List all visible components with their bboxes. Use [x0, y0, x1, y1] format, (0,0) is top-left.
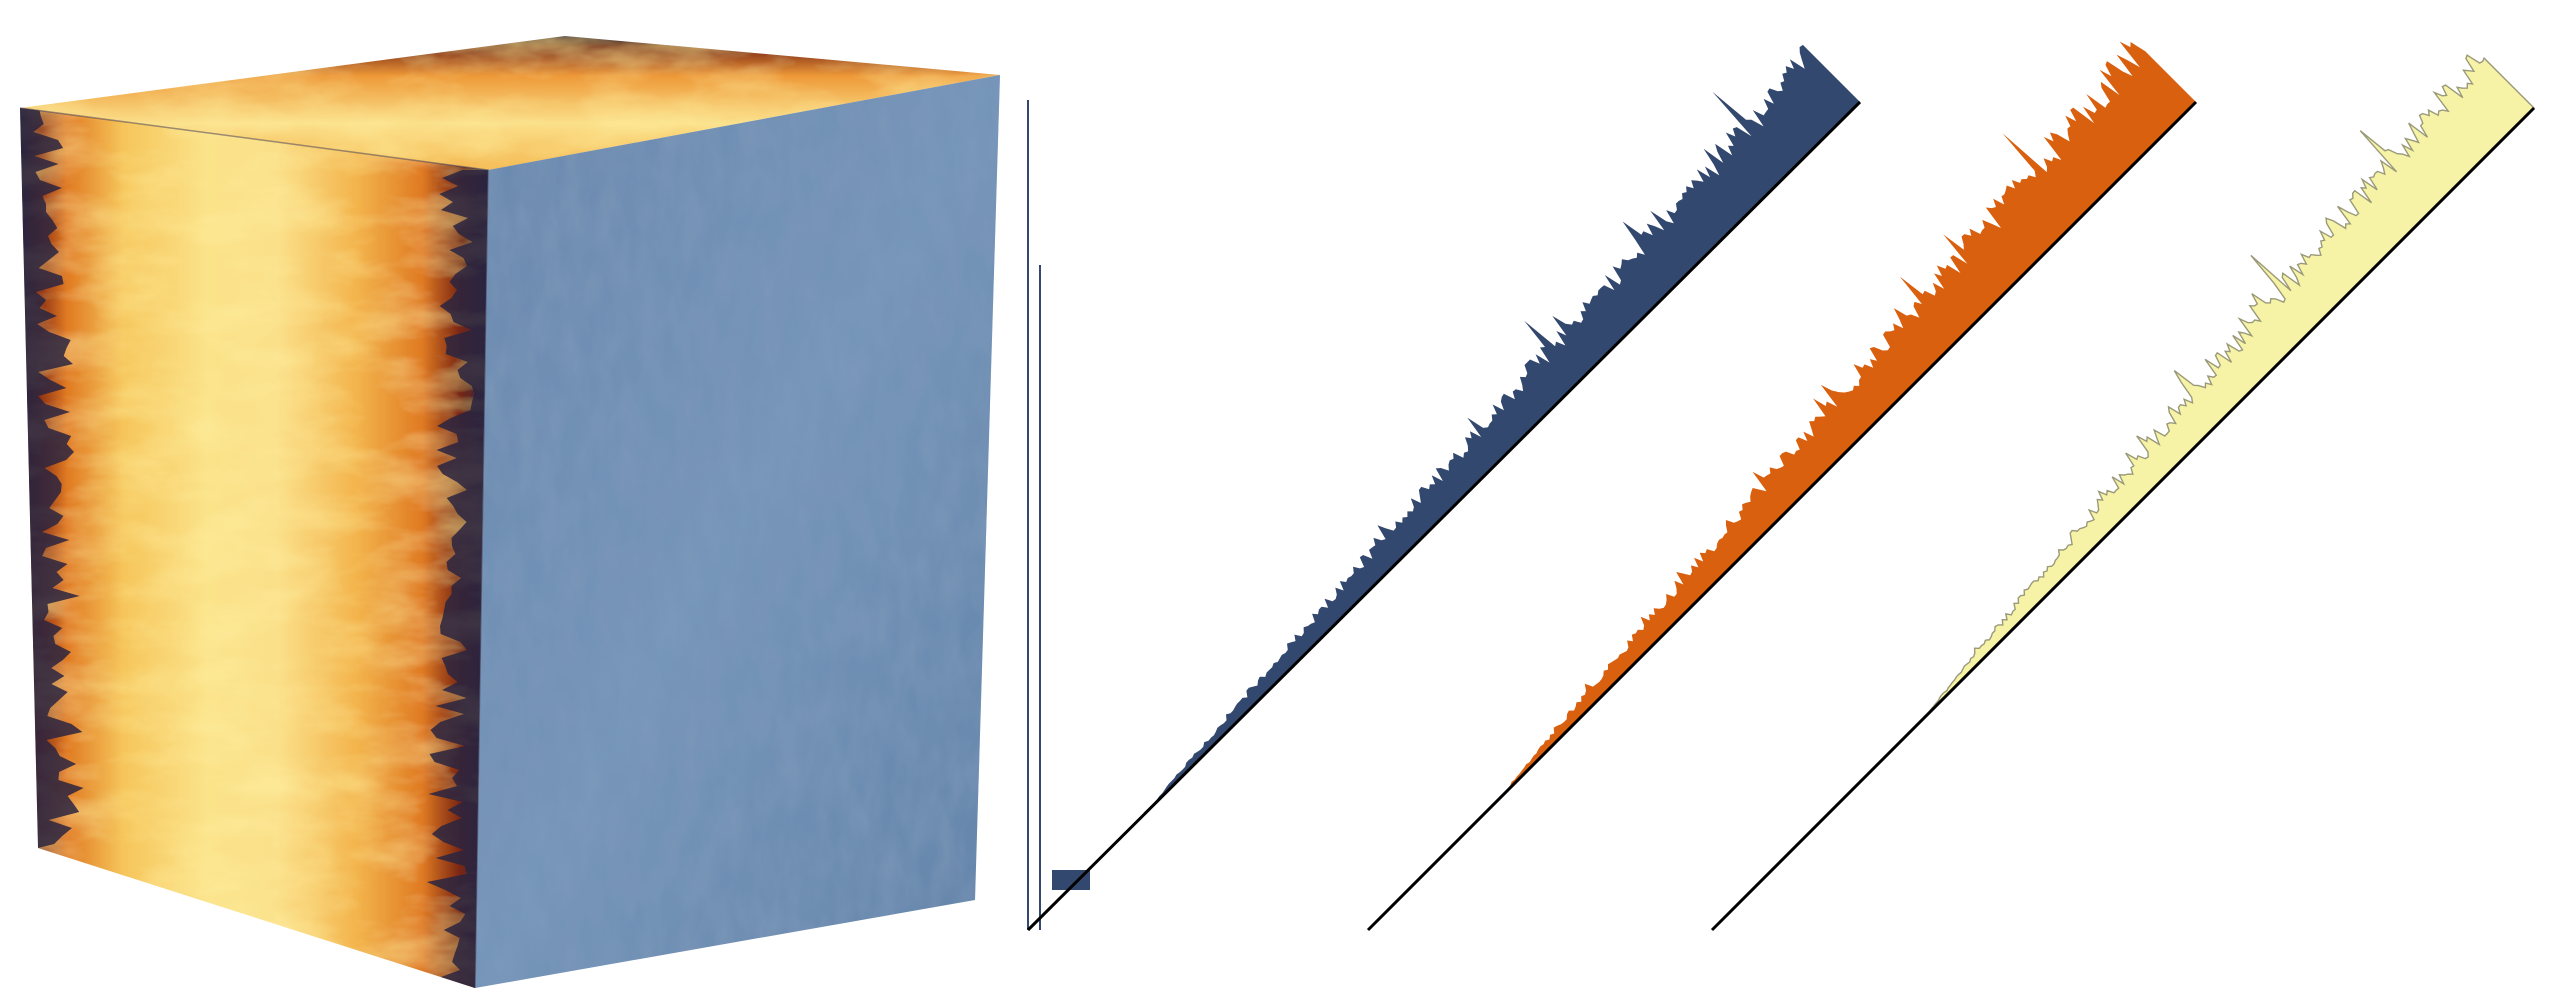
- histogram-orange: [1500, 41, 2196, 798]
- histogram-navy: [1144, 44, 1860, 815]
- flame-edge-left: [20, 108, 84, 848]
- flame-edge-right: [426, 170, 488, 988]
- hist-yellow-area: [1925, 54, 2535, 717]
- cube-top-face: [20, 36, 1000, 170]
- baseline-orange: [1366, 100, 2198, 932]
- hist-navy-area: [1144, 44, 1860, 815]
- baseline-navy: [1026, 100, 1862, 932]
- baseline-yellow: [1710, 106, 2536, 932]
- cube-front-face: [20, 108, 488, 988]
- histogram-yellow: [1925, 54, 2535, 717]
- histogram-panel: [1026, 41, 2536, 932]
- volume-cube: [19, 36, 1000, 989]
- flame-edge-texture: [20, 108, 488, 988]
- cube-right-face: [475, 75, 1000, 988]
- hist-orange-area: [1500, 41, 2196, 798]
- histogram-small-block: [1052, 870, 1090, 890]
